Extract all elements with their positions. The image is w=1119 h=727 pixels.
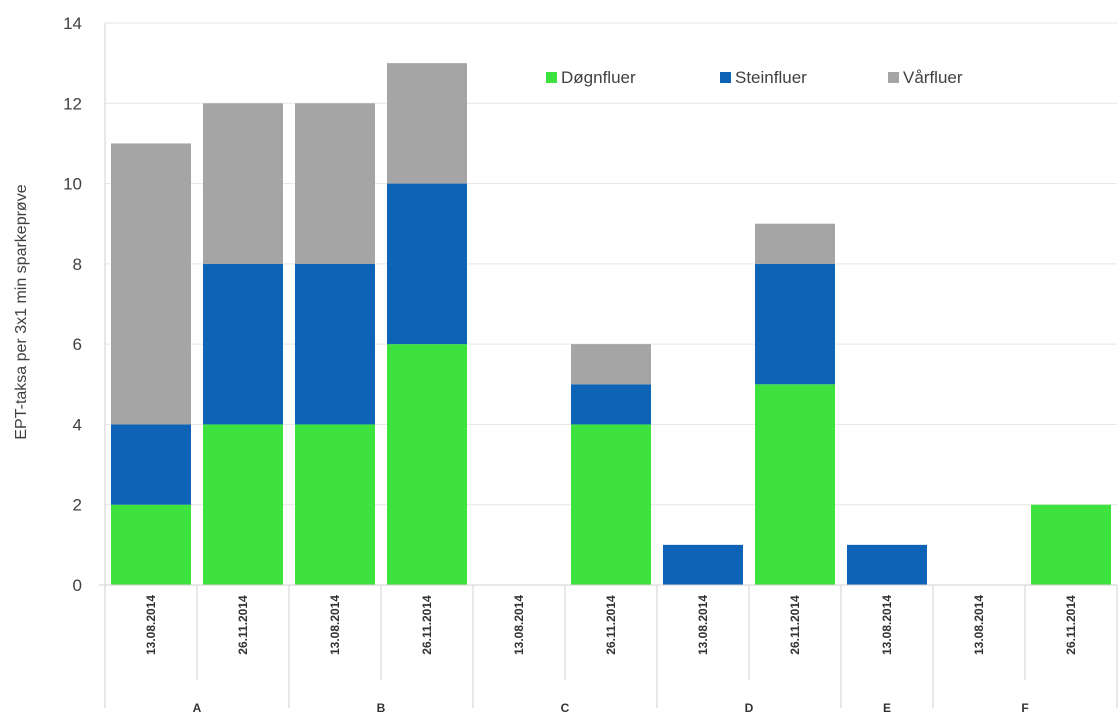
bar-segment <box>111 143 191 425</box>
bar-segment <box>847 544 927 585</box>
bar-segment <box>1031 504 1111 585</box>
bar-segment <box>663 544 743 585</box>
y-tick-label: 10 <box>63 175 82 194</box>
legend-swatch <box>888 72 899 83</box>
x-group-label: B <box>377 701 386 715</box>
bars <box>111 63 1111 585</box>
bar-segment <box>203 424 283 585</box>
legend-label: Vårfluer <box>903 68 963 87</box>
legend-swatch <box>720 72 731 83</box>
bar-segment <box>295 424 375 585</box>
bar-segment <box>755 223 835 264</box>
y-tick-label: 8 <box>73 255 82 274</box>
x-category-label: 13.08.2014 <box>328 595 342 655</box>
y-tick-label: 2 <box>73 496 82 515</box>
x-category-label: 26.11.2014 <box>1064 595 1078 655</box>
x-group-label: A <box>193 701 202 715</box>
legend-label: Døgnfluer <box>561 68 636 87</box>
bar-segment <box>387 344 467 585</box>
x-category-label: 13.08.2014 <box>972 595 986 655</box>
x-category-label: 13.08.2014 <box>512 595 526 655</box>
bar-segment <box>295 263 375 425</box>
bar-segment <box>111 504 191 585</box>
x-category-label: 26.11.2014 <box>604 595 618 655</box>
y-tick-label: 6 <box>73 335 82 354</box>
bar-segment <box>571 344 651 385</box>
x-category-label: 13.08.2014 <box>696 595 710 655</box>
legend-label: Steinfluer <box>735 68 807 87</box>
bar-segment <box>387 183 467 345</box>
y-tick-label: 14 <box>63 14 82 33</box>
bar-segment <box>755 384 835 585</box>
y-tick-label: 4 <box>73 415 82 434</box>
axes: 0 2 4 6 8 10 12 14 13.08.2014 26.11.2014 13.08.201… <box>63 14 1118 715</box>
x-group-label: F <box>1021 701 1028 715</box>
x-category-label: 13.08.2014 <box>880 595 894 655</box>
bar-segment <box>387 63 467 184</box>
x-group-label: E <box>883 701 891 715</box>
bar-segment <box>203 103 283 264</box>
legend: Døgnfluer Steinfluer Vårfluer <box>546 68 963 87</box>
bar-segment <box>755 263 835 385</box>
bar-segment <box>295 103 375 264</box>
bar-segment <box>571 424 651 585</box>
y-axis-label: EPT-taksa per 3x1 min sparkeprøve <box>13 184 30 439</box>
y-tick-label: 12 <box>63 94 82 113</box>
bar-segment <box>111 424 191 505</box>
y-tick-label: 0 <box>73 576 82 595</box>
x-category-label: 26.11.2014 <box>788 595 802 655</box>
x-category-label: 26.11.2014 <box>236 595 250 655</box>
x-group-label: C <box>561 701 570 715</box>
legend-swatch <box>546 72 557 83</box>
bar-segment <box>571 384 651 425</box>
x-category-label: 13.08.2014 <box>144 595 158 655</box>
x-group-label: D <box>745 701 754 715</box>
x-category-label: 26.11.2014 <box>420 595 434 655</box>
bar-segment <box>203 263 283 425</box>
